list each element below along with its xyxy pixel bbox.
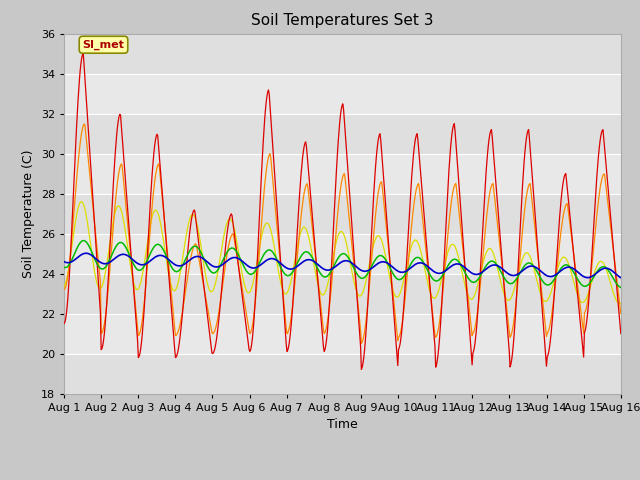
Bar <box>64 34 621 73</box>
Bar <box>64 274 621 313</box>
Y-axis label: Soil Temperature (C): Soil Temperature (C) <box>22 149 35 278</box>
Bar <box>64 114 621 154</box>
Legend: TC3_2Cm, TC3_4Cm, TC3_8Cm, TC3_16Cm, TC3_32Cm: TC3_2Cm, TC3_4Cm, TC3_8Cm, TC3_16Cm, TC3… <box>105 476 580 480</box>
Bar <box>64 193 621 234</box>
Bar <box>64 354 621 394</box>
Title: Soil Temperatures Set 3: Soil Temperatures Set 3 <box>251 13 434 28</box>
X-axis label: Time: Time <box>327 418 358 431</box>
Text: SI_met: SI_met <box>83 39 124 50</box>
